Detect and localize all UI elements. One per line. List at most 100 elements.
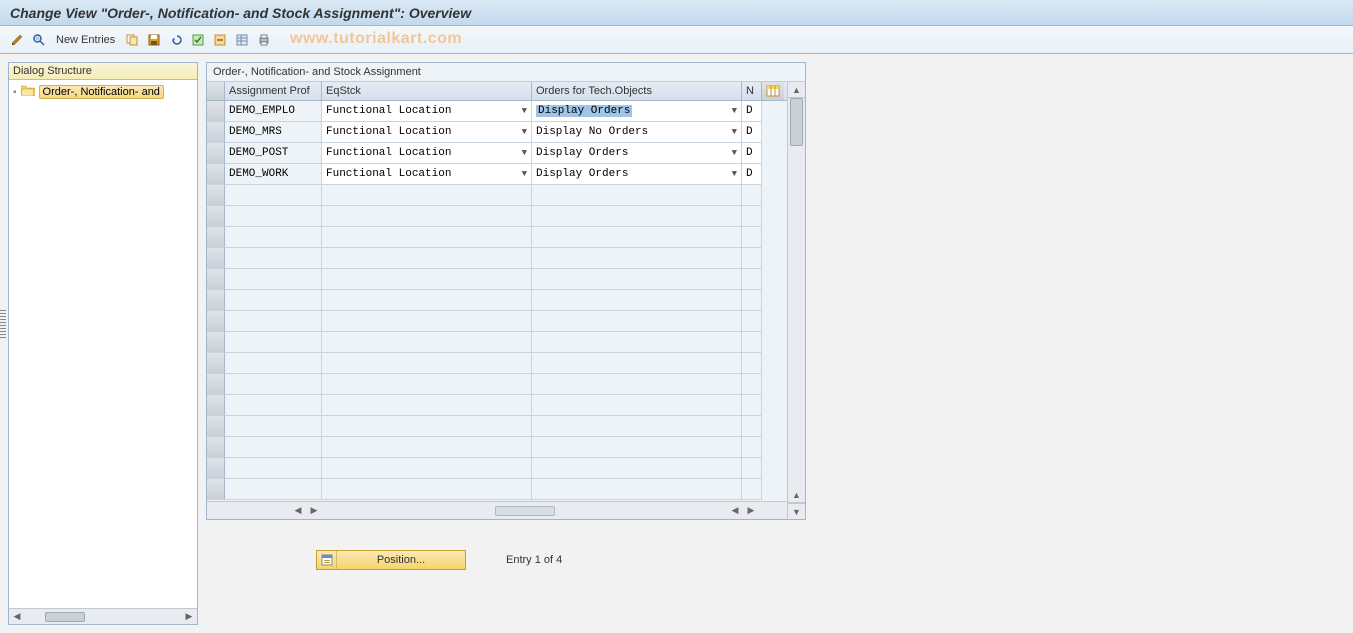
cell-empty[interactable]	[532, 395, 742, 416]
cell-empty[interactable]	[742, 269, 762, 290]
row-selector[interactable]	[207, 185, 225, 206]
cell-empty[interactable]	[532, 248, 742, 269]
col-n[interactable]: N	[742, 82, 762, 100]
cell-empty[interactable]	[742, 332, 762, 353]
row-selector[interactable]	[207, 143, 225, 164]
cell-empty[interactable]	[532, 290, 742, 311]
row-selector[interactable]	[207, 227, 225, 248]
cell-eqstck[interactable]: Functional Location▼	[322, 101, 532, 122]
cell-empty[interactable]	[225, 395, 322, 416]
scroll-left-icon[interactable]: ◀	[290, 503, 306, 519]
cell-empty[interactable]	[322, 227, 532, 248]
cell-empty[interactable]	[322, 332, 532, 353]
cell-empty[interactable]	[742, 458, 762, 479]
cell-empty[interactable]	[225, 206, 322, 227]
row-selector[interactable]	[207, 332, 225, 353]
row-selector[interactable]	[207, 416, 225, 437]
cell-eqstck[interactable]: Functional Location▼	[322, 143, 532, 164]
cell-empty[interactable]	[225, 479, 322, 500]
row-selector[interactable]	[207, 458, 225, 479]
col-orders[interactable]: Orders for Tech.Objects	[532, 82, 742, 100]
cell-empty[interactable]	[532, 374, 742, 395]
cell-empty[interactable]	[532, 416, 742, 437]
grid-vscroll[interactable]: ▲ ▲ ▼	[787, 82, 805, 519]
cell-empty[interactable]	[322, 311, 532, 332]
cell-empty[interactable]	[532, 437, 742, 458]
cell-prof[interactable]: DEMO_EMPLO	[225, 101, 322, 122]
cell-orders[interactable]: Display Orders▼	[532, 101, 742, 122]
row-selector[interactable]	[207, 395, 225, 416]
scroll-up-icon[interactable]: ▲	[788, 82, 805, 98]
cell-empty[interactable]	[532, 206, 742, 227]
row-selector[interactable]	[207, 353, 225, 374]
cell-empty[interactable]	[742, 311, 762, 332]
select-all-column[interactable]	[207, 82, 225, 100]
cell-empty[interactable]	[322, 437, 532, 458]
cell-empty[interactable]	[322, 458, 532, 479]
hscroll-thumb[interactable]	[495, 506, 555, 516]
cell-empty[interactable]	[742, 290, 762, 311]
cell-empty[interactable]	[322, 353, 532, 374]
cell-empty[interactable]	[742, 248, 762, 269]
cell-empty[interactable]	[742, 374, 762, 395]
cell-orders[interactable]: Display Orders▼	[532, 164, 742, 185]
cell-n[interactable]: D	[742, 143, 762, 164]
cell-empty[interactable]	[532, 332, 742, 353]
copy-icon[interactable]	[123, 31, 141, 49]
cell-empty[interactable]	[742, 206, 762, 227]
cell-prof[interactable]: DEMO_WORK	[225, 164, 322, 185]
row-selector[interactable]	[207, 479, 225, 500]
dropdown-icon[interactable]: ▼	[732, 169, 737, 179]
cell-empty[interactable]	[322, 395, 532, 416]
scroll-left-icon[interactable]: ◀	[9, 609, 25, 625]
cell-empty[interactable]	[742, 227, 762, 248]
cell-empty[interactable]	[322, 479, 532, 500]
cell-empty[interactable]	[225, 416, 322, 437]
row-selector[interactable]	[207, 206, 225, 227]
cell-empty[interactable]	[532, 353, 742, 374]
cell-empty[interactable]	[225, 290, 322, 311]
row-selector[interactable]	[207, 122, 225, 143]
row-selector[interactable]	[207, 311, 225, 332]
cell-empty[interactable]	[532, 269, 742, 290]
scroll-up-page-icon[interactable]: ▲	[788, 487, 805, 503]
print-icon[interactable]	[255, 31, 273, 49]
cell-empty[interactable]	[225, 458, 322, 479]
dropdown-icon[interactable]: ▼	[522, 148, 527, 158]
dropdown-icon[interactable]: ▼	[522, 127, 527, 137]
row-selector[interactable]	[207, 437, 225, 458]
cell-empty[interactable]	[532, 227, 742, 248]
splitter-handle[interactable]	[0, 310, 6, 340]
cell-empty[interactable]	[742, 395, 762, 416]
row-selector[interactable]	[207, 101, 225, 122]
cell-prof[interactable]: DEMO_POST	[225, 143, 322, 164]
cell-empty[interactable]	[322, 185, 532, 206]
col-assignment-prof[interactable]: Assignment Prof	[225, 82, 322, 100]
cell-eqstck[interactable]: Functional Location▼	[322, 164, 532, 185]
dropdown-icon[interactable]: ▼	[732, 148, 737, 158]
toggle-change-icon[interactable]	[8, 31, 26, 49]
cell-empty[interactable]	[532, 311, 742, 332]
table-config-icon[interactable]	[762, 82, 784, 100]
row-selector[interactable]	[207, 164, 225, 185]
cell-empty[interactable]	[225, 248, 322, 269]
row-selector[interactable]	[207, 290, 225, 311]
cell-empty[interactable]	[322, 248, 532, 269]
cell-empty[interactable]	[742, 416, 762, 437]
hscroll-track[interactable]	[25, 611, 181, 623]
cell-n[interactable]: D	[742, 164, 762, 185]
cell-empty[interactable]	[225, 374, 322, 395]
select-all-icon[interactable]	[189, 31, 207, 49]
cell-empty[interactable]	[225, 269, 322, 290]
row-selector[interactable]	[207, 374, 225, 395]
cell-n[interactable]: D	[742, 101, 762, 122]
cell-empty[interactable]	[322, 416, 532, 437]
cell-empty[interactable]	[742, 353, 762, 374]
dropdown-icon[interactable]: ▼	[522, 106, 527, 116]
cell-empty[interactable]	[742, 185, 762, 206]
dropdown-icon[interactable]: ▼	[522, 169, 527, 179]
cell-n[interactable]: D	[742, 122, 762, 143]
save-icon[interactable]	[145, 31, 163, 49]
cell-empty[interactable]	[322, 290, 532, 311]
cell-empty[interactable]	[532, 479, 742, 500]
